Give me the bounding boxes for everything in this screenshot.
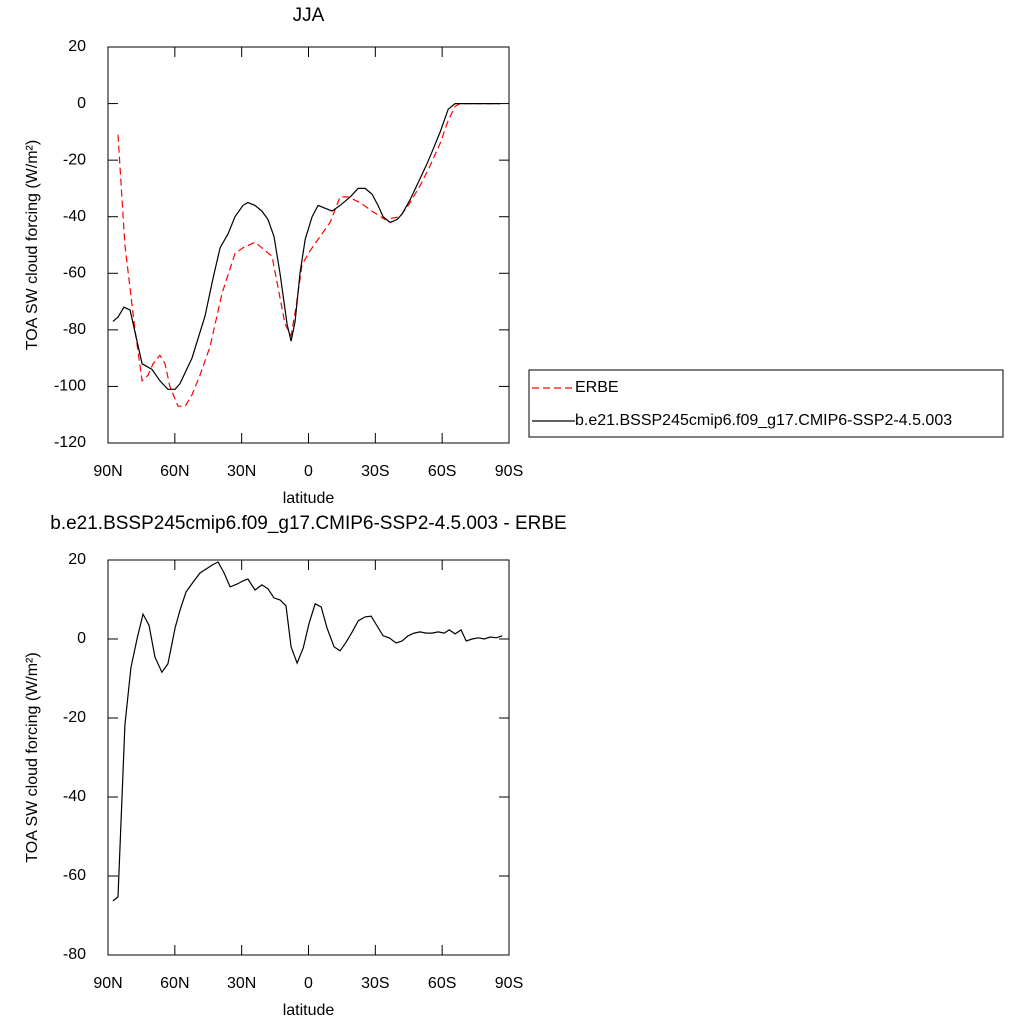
y-tick-label: -80 [63,321,86,338]
x-tick-label: 30S [361,975,389,992]
y-tick-label: -80 [63,946,86,963]
y-tick-label: 0 [77,95,86,112]
x-tick-label: 0 [304,463,313,480]
y-tick-label: -60 [63,265,86,282]
y-tick-label: -60 [63,867,86,884]
legend-label: ERBE [575,379,619,396]
x-tick-label: 30N [227,463,256,480]
chart-title: b.e21.BSSP245cmip6.f09_g17.CMIP6-SSP2-4.… [50,513,566,534]
y-tick-label: -120 [54,434,86,451]
x-tick-label: 90S [495,975,523,992]
x-tick-label: 90N [93,463,122,480]
series-line [112,103,501,390]
x-tick-label: 60N [160,975,189,992]
x-tick-label: 60N [160,463,189,480]
y-tick-label: -40 [63,788,86,805]
x-tick-label: 0 [304,975,313,992]
x-tick-label: 60S [428,975,456,992]
y-tick-label: -40 [63,208,86,225]
chart-title: JJA [293,5,325,26]
x-axis-label: latitude [283,490,335,507]
series-line [117,103,501,407]
x-tick-label: 30S [361,463,389,480]
legend-box [528,369,1004,438]
y-tick-label: 20 [68,38,86,55]
y-axis-label: TOA SW cloud forcing (W/m²) [24,140,41,350]
x-tick-label: 90S [495,463,523,480]
legend-label: b.e21.BSSP245cmip6.f09_g17.CMIP6-SSP2-4.… [575,412,952,429]
plot-frame [107,46,510,444]
x-axis-label: latitude [283,1002,335,1019]
y-tick-label: -100 [54,378,86,395]
x-tick-label: 60S [428,463,456,480]
y-axis-label: TOA SW cloud forcing (W/m²) [24,652,41,862]
plot-frame [107,559,510,956]
y-tick-label: 20 [68,551,86,568]
y-tick-label: 0 [77,630,86,647]
y-tick-label: -20 [63,709,86,726]
y-tick-label: -20 [63,151,86,168]
data-line [112,561,503,902]
x-tick-label: 90N [93,975,122,992]
x-tick-label: 30N [227,975,256,992]
